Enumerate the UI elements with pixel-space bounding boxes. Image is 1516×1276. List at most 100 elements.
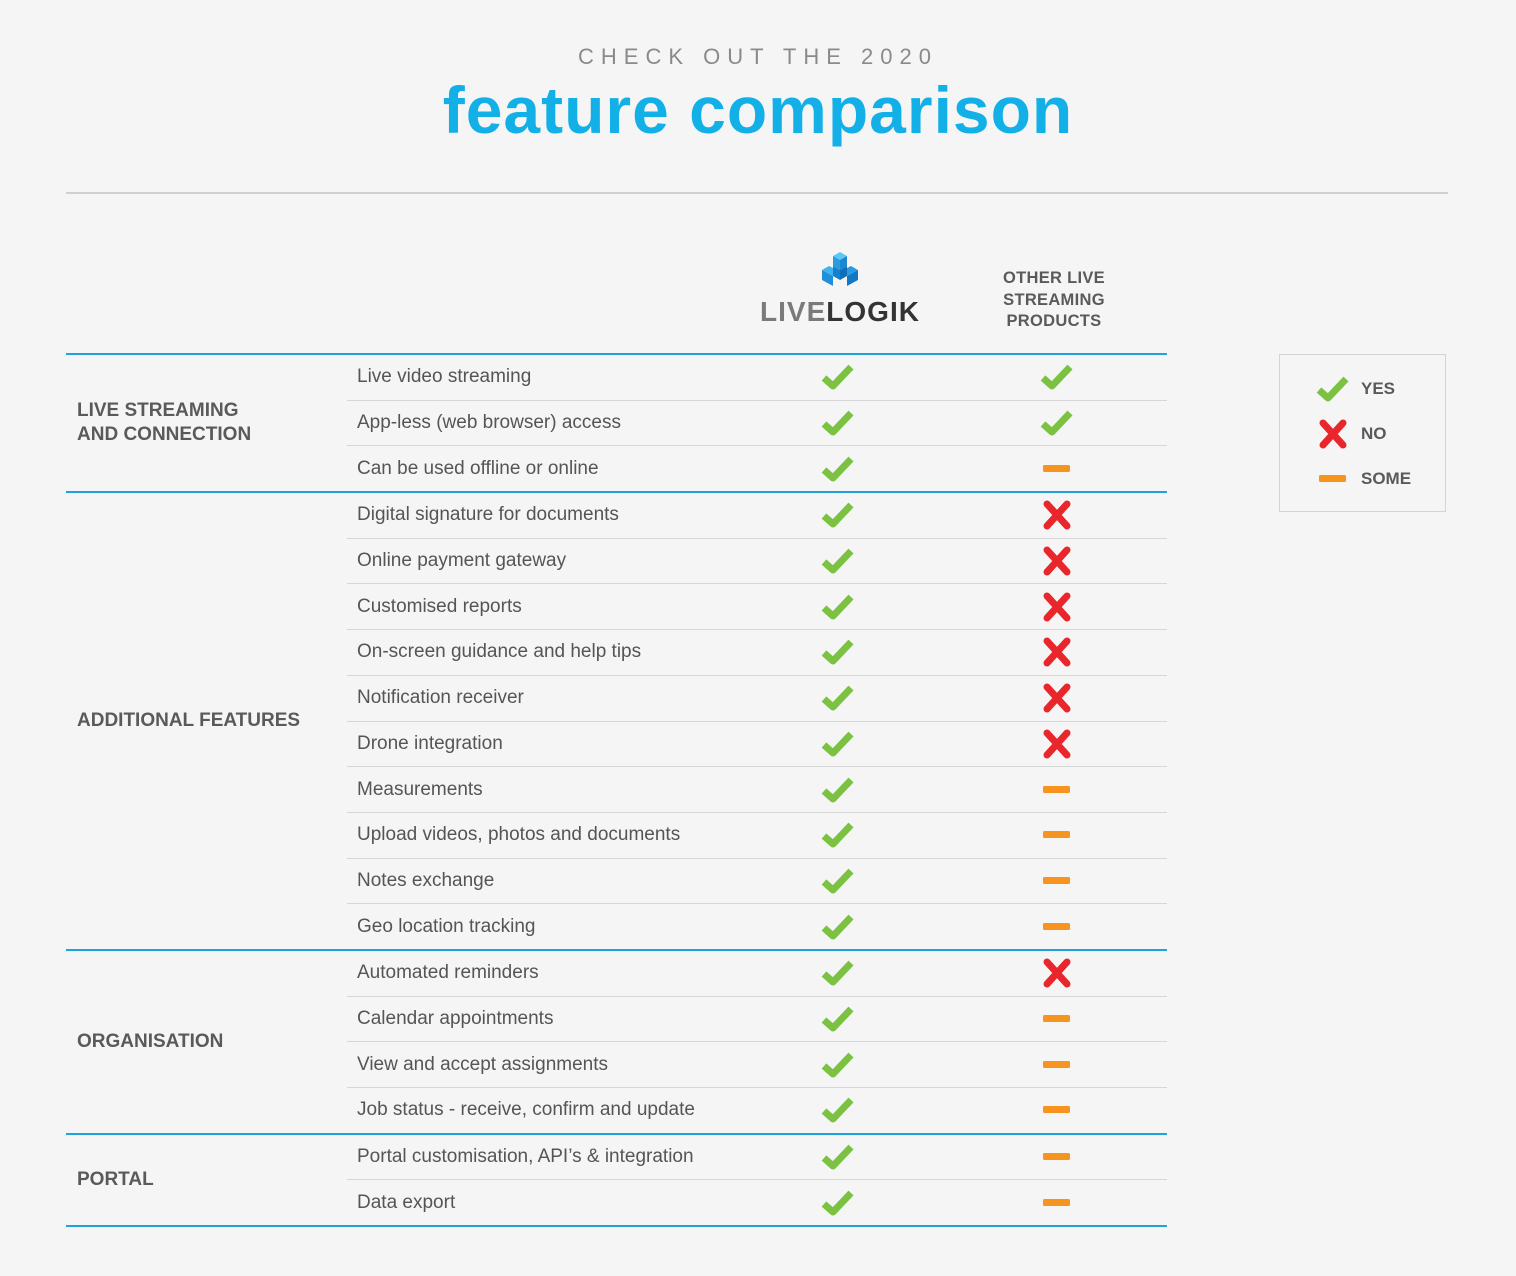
other-status-cell <box>1040 1050 1074 1080</box>
feature-label: App-less (web browser) access <box>357 412 621 434</box>
table-row: Customised reports <box>347 583 1167 629</box>
cross-icon <box>1319 419 1347 449</box>
other-status-cell <box>1040 1095 1074 1125</box>
feature-label: Data export <box>357 1191 456 1213</box>
feature-label: Live video streaming <box>357 366 532 388</box>
check-icon <box>821 960 854 986</box>
check-icon <box>821 731 854 757</box>
table-row: Online payment gateway <box>347 537 1167 584</box>
table-row: Measurements <box>347 766 1167 812</box>
livelogik-status-cell <box>821 1188 855 1218</box>
table-row: Job status - receive, confirm and update <box>347 1087 1167 1133</box>
other-status-cell <box>1040 408 1074 438</box>
table-row: Drone integration <box>347 720 1167 767</box>
legend-some-label: SOME <box>1361 469 1412 488</box>
table-row: Digital signature for documents <box>347 493 1167 538</box>
feature-label: Drone integration <box>357 732 503 754</box>
table-row: Notes exchange <box>347 857 1167 904</box>
feature-group: PORTAL Portal customisation, API’s & inte… <box>66 1132 1167 1228</box>
livelogik-status-cell <box>821 546 855 576</box>
feature-label: On-screen guidance and help tips <box>357 641 642 663</box>
other-header-line-2: STREAMING <box>1003 290 1105 309</box>
brand-name: LIVELOGIK <box>760 296 920 328</box>
feature-label: Measurements <box>357 778 483 800</box>
other-status-cell <box>1040 820 1074 850</box>
livelogik-status-cell <box>821 408 855 438</box>
dash-icon <box>1043 831 1070 839</box>
check-icon <box>821 640 854 665</box>
dash-icon <box>1043 1014 1070 1022</box>
legend-no-label: NO <box>1361 424 1387 443</box>
feature-label: Notes exchange <box>357 869 495 891</box>
other-header-line-3: PRODUCTS <box>1006 312 1102 330</box>
table-row: On-screen guidance and help tips <box>347 629 1167 675</box>
other-status-cell <box>1040 775 1074 805</box>
feature-label: Job status - receive, confirm and update <box>357 1099 695 1121</box>
legend-item-some: SOME <box>1316 464 1436 494</box>
legend-yes-label: YES <box>1361 379 1396 398</box>
cross-icon <box>1043 729 1071 759</box>
dash-icon <box>1043 1106 1070 1114</box>
other-status-cell <box>1040 729 1074 759</box>
check-icon <box>821 1190 854 1216</box>
livelogik-status-cell <box>821 912 855 942</box>
other-status-cell <box>1040 958 1074 988</box>
check-icon <box>821 822 854 848</box>
legend-item-yes: YES <box>1316 374 1436 404</box>
comparison-table: LIVE STREAMING AND CONNECTION Live video s… <box>66 353 1167 1228</box>
livelogik-column-header: LIVELOGIK <box>760 250 920 328</box>
table-row: Notification receiver <box>347 674 1167 721</box>
feature-label: Can be used offline or online <box>357 457 599 479</box>
livelogik-status-cell <box>821 454 855 484</box>
cross-icon <box>1043 637 1071 667</box>
table-row: Can be used offline or online <box>347 445 1167 491</box>
check-icon <box>821 456 854 482</box>
other-status-cell <box>1040 500 1074 530</box>
livelogik-status-cell <box>821 592 855 622</box>
cross-icon <box>1043 546 1071 576</box>
check-icon <box>821 685 854 711</box>
table-row: Geo location tracking <box>347 903 1167 949</box>
check-icon <box>821 594 854 620</box>
dash-icon <box>1043 1198 1070 1206</box>
table-row: Upload videos, photos and documents <box>347 811 1167 858</box>
group-label: ORGANISATION <box>77 1030 337 1054</box>
group-label-line: ADDITIONAL FEATURES <box>77 710 301 731</box>
check-icon <box>821 548 854 574</box>
check-icon <box>821 1144 854 1170</box>
table-row: Portal customisation, API’s & integratio… <box>347 1135 1167 1180</box>
check-icon <box>821 914 854 940</box>
feature-label: Geo location tracking <box>357 915 536 937</box>
feature-label: Digital signature for documents <box>357 504 619 526</box>
feature-label: Customised reports <box>357 595 522 617</box>
feature-label: Calendar appointments <box>357 1007 554 1029</box>
feature-label: Online payment gateway <box>357 550 567 572</box>
dash-icon <box>1043 922 1070 930</box>
header-divider <box>66 192 1448 194</box>
check-icon <box>821 1097 854 1123</box>
legend: YES NO SOME <box>1279 354 1446 512</box>
other-status-cell <box>1040 1188 1074 1218</box>
feature-label: View and accept assignments <box>357 1053 609 1075</box>
livelogik-status-cell <box>821 729 855 759</box>
table-row: View and accept assignments <box>347 1041 1167 1087</box>
other-status-cell <box>1040 1004 1074 1034</box>
check-icon <box>1040 364 1073 390</box>
other-products-column-header: OTHER LIVE STREAMING PRODUCTS <box>974 268 1134 333</box>
check-icon <box>821 410 854 436</box>
check-icon <box>1316 376 1349 402</box>
other-status-cell <box>1040 683 1074 713</box>
livelogik-status-cell <box>821 683 855 713</box>
livelogik-status-cell <box>821 958 855 988</box>
other-status-cell <box>1040 1142 1074 1172</box>
table-row: Calendar appointments <box>347 995 1167 1042</box>
other-status-cell <box>1040 546 1074 576</box>
table-row: App-less (web browser) access <box>347 399 1167 446</box>
other-header-line-1: OTHER LIVE <box>1002 269 1105 287</box>
other-status-cell <box>1040 866 1074 896</box>
brand-name-logik: LOGIK <box>826 296 920 327</box>
dash-icon <box>1319 475 1346 482</box>
livelogik-status-cell <box>821 637 855 667</box>
check-icon <box>821 1006 854 1032</box>
dash-icon <box>1043 785 1070 793</box>
